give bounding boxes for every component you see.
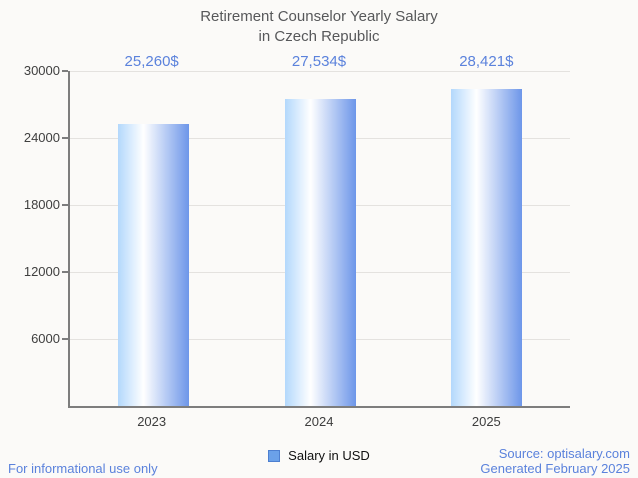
y-tick-label: 30000 [23, 63, 60, 78]
y-tick-label: 18000 [23, 197, 60, 212]
bar [284, 98, 356, 406]
y-tick-label: 12000 [23, 264, 60, 279]
y-tick-label: 6000 [31, 331, 60, 346]
bar [451, 88, 523, 406]
y-tick-label: 24000 [23, 130, 60, 145]
legend-swatch-icon [268, 449, 281, 462]
x-category-label: 2024 [304, 414, 334, 429]
source-text: Source: optisalary.com [498, 446, 630, 461]
bar-value-label: 28,421$ [459, 53, 514, 70]
legend: Salary in USD [0, 448, 638, 463]
gridline [70, 71, 570, 72]
chart-title: Retirement Counselor Yearly Salary in Cz… [200, 8, 438, 45]
y-tick-mark [62, 338, 68, 340]
generated-text: Generated February 2025 [480, 461, 630, 476]
x-category-label: 2023 [137, 414, 167, 429]
y-tick-mark [62, 271, 68, 273]
x-category-label: 2025 [471, 414, 501, 429]
plot-area: 6000 12000 18000 24000 30000 [24, 64, 570, 408]
legend-label: Salary in USD [288, 448, 370, 463]
y-tick-mark [62, 137, 68, 139]
bar [117, 123, 189, 406]
y-tick-mark [62, 204, 68, 206]
y-tick-mark [62, 70, 68, 72]
source-attribution: Source: optisalary.com Generated Februar… [480, 446, 630, 476]
bar-value-label: 25,260$ [124, 53, 179, 70]
bar-value-label: 27,534$ [291, 53, 347, 70]
disclaimer-text: For informational use only [8, 461, 158, 476]
